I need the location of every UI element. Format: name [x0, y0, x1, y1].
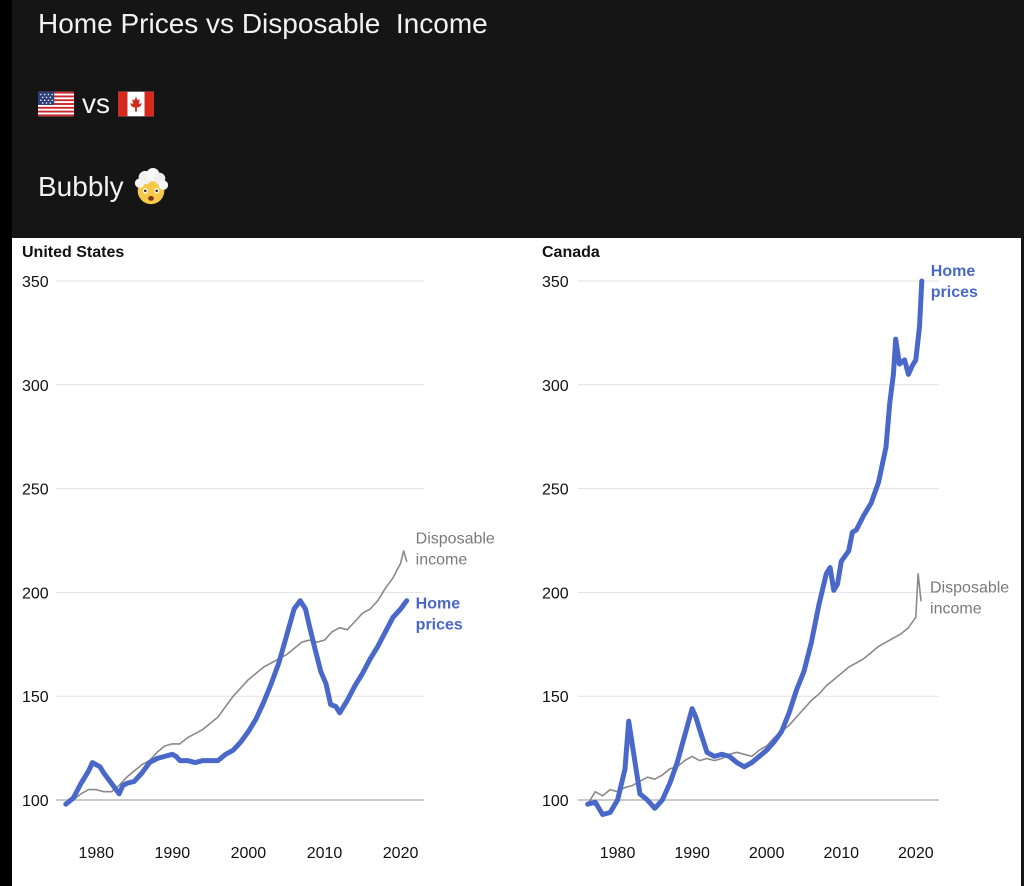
chart-title: United States — [22, 244, 124, 261]
y-tick-label: 200 — [22, 585, 49, 602]
charts-panel: United States 100 150 200 250 300 350 1980 1990 2… — [12, 238, 1021, 886]
x-tick-label: 2010 — [307, 845, 343, 862]
chart-title: Canada — [542, 244, 600, 261]
home-prices-label: Home prices — [931, 263, 978, 301]
us-flag-icon — [38, 91, 74, 117]
y-tick-label: 200 — [542, 585, 569, 602]
home-prices-label: Home prices — [416, 596, 463, 634]
y-tick-label: 300 — [22, 378, 49, 395]
versus-text: vs — [82, 88, 110, 119]
x-tick-label: 2000 — [749, 845, 785, 862]
exploding-head-face-icon — [134, 168, 168, 205]
y-tick-label: 300 — [542, 378, 569, 395]
y-tick-label: 350 — [22, 274, 49, 291]
disposable-income-line — [586, 572, 922, 805]
chart-united-states: United States 100 150 200 250 300 350 1980 1990 2… — [22, 244, 495, 862]
x-tick-label: 1990 — [674, 845, 710, 862]
y-tick-label: 250 — [542, 482, 569, 499]
left-edge-bar — [0, 0, 12, 886]
y-tick-label: 100 — [542, 793, 569, 810]
disposable-income-label: Disposable income — [930, 580, 1009, 618]
post-header: Home Prices vs Disposable Income vs — [12, 0, 1024, 238]
post-title: Home Prices vs Disposable Income — [38, 8, 488, 39]
disposable-income-label: Disposable income — [416, 530, 495, 568]
disposable-income-line — [65, 550, 408, 805]
y-tick-label: 250 — [22, 482, 49, 499]
x-tick-label: 1980 — [600, 845, 636, 862]
x-tick-label: 2010 — [823, 845, 859, 862]
y-tick-label: 150 — [22, 689, 49, 706]
x-tick-label: 1990 — [155, 845, 191, 862]
flags-line: vs — [38, 88, 154, 120]
x-tick-label: 1980 — [78, 845, 114, 862]
x-tick-label: 2000 — [231, 845, 267, 862]
caption-text: Bubbly — [38, 171, 124, 202]
canada-flag-icon — [118, 91, 154, 117]
chart-canada: Canada 100 150 200 250 300 350 1980 1990 2000 2010… — [542, 244, 1009, 862]
y-tick-label: 350 — [542, 274, 569, 291]
home-prices-line — [63, 598, 410, 807]
caption-line: Bubbly — [38, 168, 170, 206]
y-tick-label: 100 — [22, 793, 49, 810]
post-title-line: Home Prices vs Disposable Income — [38, 8, 488, 40]
y-tick-label: 150 — [542, 689, 569, 706]
home-prices-line — [585, 278, 925, 817]
x-tick-label: 2020 — [898, 845, 934, 862]
x-tick-label: 2020 — [383, 845, 419, 862]
